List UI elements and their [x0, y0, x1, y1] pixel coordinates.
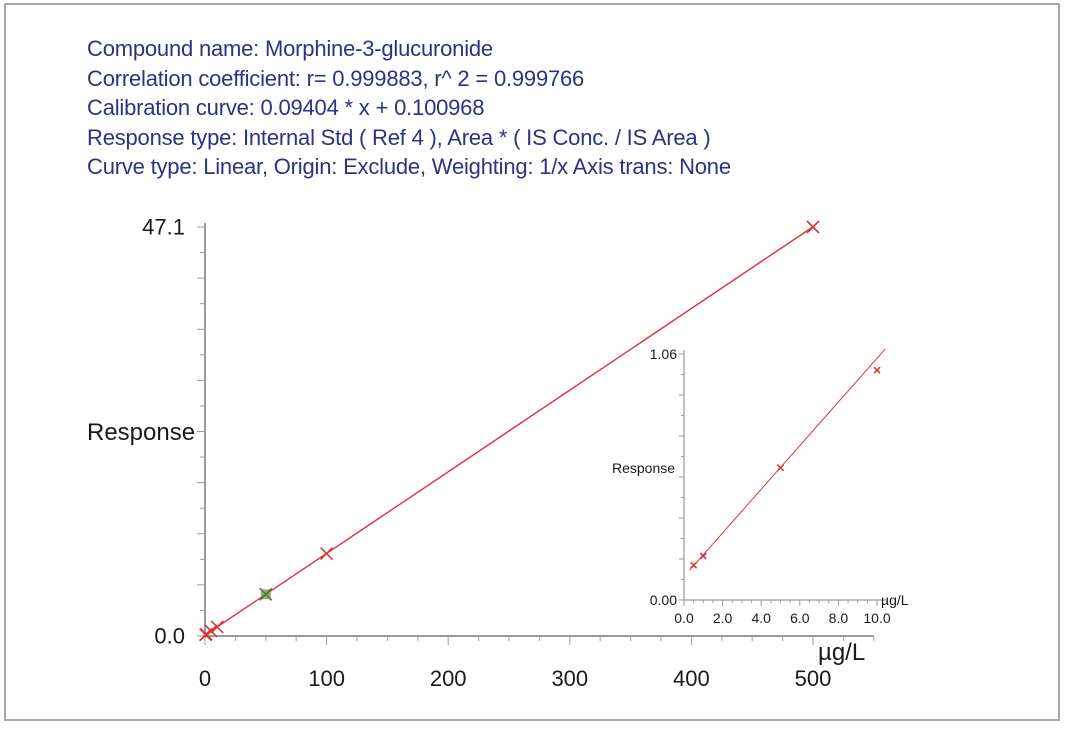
main-plot: 0.0 47.1 0 100 200 300 400 500 Response µg/L	[87, 215, 875, 691]
main-y-tick-label-min: 0.0	[154, 624, 185, 649]
inset-plot: 0.00 1.06 0.0 2.0 4.0 6.0 8.0 10.0 Response µg/L	[612, 346, 909, 626]
inset-data-point	[699, 552, 707, 560]
main-x-axis-label: µg/L	[818, 639, 865, 666]
calibration-curve-line: Calibration curve: 0.09404 * x + 0.10096…	[87, 95, 485, 120]
main-data-point	[320, 546, 334, 561]
inset-data-point	[873, 366, 881, 374]
inset-x-tick-label: 8.0	[829, 610, 849, 626]
inset-x-tick-label: 6.0	[790, 610, 810, 626]
inset-y-axis-label: Response	[612, 460, 675, 476]
figure-frame	[4, 3, 1060, 721]
inset-point-stroke	[699, 552, 707, 560]
inset-x-tick-label: 10.0	[863, 610, 890, 626]
inset-point-stroke	[776, 464, 785, 472]
inset-x-tick-label: 2.0	[713, 610, 733, 626]
main-point-stroke	[204, 624, 218, 638]
main-x-tick-label: 200	[430, 666, 467, 691]
main-point-highlight	[260, 589, 271, 600]
inset-point-stroke	[690, 561, 698, 569]
main-data-point	[204, 624, 218, 638]
calibration-info: Compound name: Morphine-3-glucuronide Co…	[87, 34, 731, 182]
inset-data-point	[690, 561, 698, 569]
main-x-tick-label: 100	[308, 666, 345, 691]
main-data-point	[259, 587, 273, 601]
main-data-point	[210, 620, 224, 634]
inset-y-tick-label-max: 1.06	[650, 346, 677, 362]
inset-point-stroke	[873, 366, 881, 374]
main-calibration-line	[204, 226, 814, 636]
compound-name-line: Compound name: Morphine-3-glucuronide	[87, 36, 493, 61]
main-point-stroke	[210, 620, 224, 634]
main-x-tick-label: 300	[551, 666, 588, 691]
inset-calibration-line	[689, 348, 886, 571]
inset-x-tick-label: 4.0	[751, 610, 771, 626]
inset-y-tick-label-min: 0.00	[650, 592, 677, 608]
inset-x-tick-label: 0.0	[674, 610, 694, 626]
main-point-stroke	[320, 546, 334, 561]
correlation-line: Correlation coefficient: r= 0.999883, r^…	[87, 65, 585, 91]
response-type-line: Response type: Internal Std ( Ref 4 ), A…	[87, 124, 711, 150]
inset-x-axis-label: µg/L	[881, 592, 909, 608]
main-point-stroke	[806, 220, 820, 234]
main-x-tick-label: 0	[199, 666, 211, 691]
main-x-tick-label: 400	[673, 666, 710, 691]
main-y-axis-label: Response	[87, 419, 195, 446]
main-data-point	[806, 220, 820, 234]
main-y-tick-label-max: 47.1	[142, 215, 185, 240]
curve-type-line: Curve type: Linear, Origin: Exclude, Wei…	[87, 154, 731, 179]
inset-data-point	[776, 464, 785, 472]
main-x-tick-label: 500	[795, 666, 832, 691]
